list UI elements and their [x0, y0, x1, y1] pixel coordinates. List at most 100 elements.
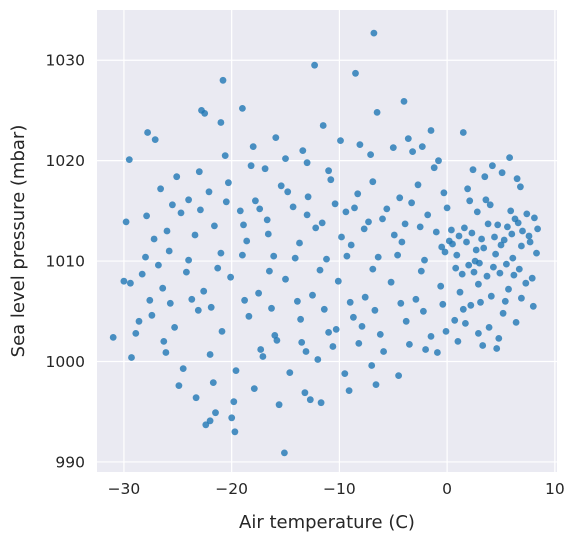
scatter-point	[325, 167, 332, 175]
scatter-point	[466, 197, 474, 205]
scatter-point	[487, 292, 495, 300]
scatter-point	[214, 264, 222, 272]
scatter-point	[342, 208, 350, 216]
scatter-point	[401, 220, 409, 228]
scatter-point	[387, 278, 395, 286]
scatter-point	[452, 264, 460, 272]
scatter-point	[209, 379, 217, 386]
scatter-point	[370, 29, 378, 37]
scatter-point	[373, 109, 381, 116]
scatter-point	[383, 205, 391, 213]
x-tick-labels: −30 −20 −10 0 10	[108, 480, 565, 498]
scatter-point	[478, 235, 485, 243]
scatter-point	[286, 369, 294, 376]
scatter-point	[151, 136, 159, 144]
scatter-point	[268, 304, 275, 312]
scatter-point	[270, 252, 278, 260]
scatter-point	[459, 305, 467, 313]
scatter-point	[422, 346, 429, 353]
scatter-point	[351, 204, 358, 212]
scatter-point	[195, 168, 203, 176]
scatter-point	[469, 166, 477, 174]
scatter-point	[309, 291, 316, 299]
scatter-point	[430, 164, 438, 172]
scatter-point	[345, 387, 353, 394]
scatter-point	[346, 298, 354, 306]
scatter-point	[458, 270, 466, 278]
scatter-point	[476, 259, 483, 267]
scatter-point	[227, 273, 235, 281]
scatter-point	[528, 274, 536, 282]
scatter-point	[482, 196, 490, 204]
scatter-point	[468, 229, 476, 237]
scatter-point	[395, 372, 402, 379]
scatter-point	[361, 293, 369, 301]
y-tick-label: 1020	[46, 152, 85, 170]
scatter-point	[343, 252, 351, 260]
scatter-point	[191, 231, 199, 239]
scatter-point	[128, 354, 135, 361]
scatter-point	[418, 143, 426, 151]
scatter-point	[218, 328, 226, 335]
scatter-point	[492, 250, 499, 258]
scatter-point	[459, 129, 467, 136]
scatter-point	[352, 69, 359, 77]
scatter-point	[394, 251, 401, 259]
scatter-point	[243, 237, 251, 245]
scatter-point	[194, 306, 202, 314]
x-tick-label: −30	[108, 480, 141, 498]
scatter-point	[485, 324, 493, 331]
scatter-point	[483, 272, 491, 280]
scatter-point	[513, 175, 521, 183]
scatter-point	[225, 179, 232, 187]
scatter-point	[427, 333, 435, 340]
scatter-point	[424, 211, 432, 219]
scatter-point	[503, 260, 510, 268]
scatter-point	[443, 204, 451, 212]
scatter-point	[289, 203, 297, 211]
scatter-point	[515, 265, 523, 273]
scatter-point	[389, 144, 397, 152]
scatter-point	[341, 370, 349, 377]
scatter-point	[475, 280, 482, 288]
y-tick-label: 1010	[46, 253, 85, 271]
scatter-point	[166, 299, 174, 307]
scatter-point	[449, 240, 456, 248]
scatter-point	[259, 353, 267, 360]
scatter-point	[252, 197, 259, 205]
scatter-point	[318, 219, 326, 227]
scatter-point	[473, 208, 481, 216]
x-tick-label: −10	[323, 480, 356, 498]
scatter-point	[125, 156, 133, 164]
scatter-point	[420, 307, 427, 315]
scatter-point	[467, 301, 475, 309]
scatter-point	[479, 342, 487, 349]
scatter-point	[329, 343, 337, 350]
scatter-point	[441, 248, 449, 256]
scatter-point	[230, 398, 238, 406]
scatter-point	[379, 215, 386, 223]
scatter-point	[188, 295, 196, 303]
scatter-point	[440, 189, 448, 197]
scatter-point	[531, 214, 538, 222]
scatter-point	[150, 235, 158, 243]
x-axis-label: Air temperature (C)	[239, 512, 415, 533]
scatter-point	[529, 302, 537, 310]
scatter-point	[261, 165, 269, 173]
scatter-point	[126, 279, 134, 287]
scatter-point	[219, 76, 227, 84]
scatter-point	[247, 162, 255, 170]
scatter-point	[275, 401, 283, 409]
scatter-point	[376, 331, 384, 338]
scatter-point	[312, 224, 320, 232]
scatter-point	[512, 319, 520, 326]
scatter-point	[201, 110, 209, 117]
scatter-point	[236, 207, 244, 215]
scatter-point	[490, 263, 497, 271]
scatter-point	[165, 247, 173, 255]
scatter-point	[462, 320, 469, 327]
scatter-point	[481, 173, 489, 181]
scatter-point	[470, 268, 478, 276]
scatter-point	[534, 225, 541, 233]
scatter-point	[277, 182, 285, 190]
